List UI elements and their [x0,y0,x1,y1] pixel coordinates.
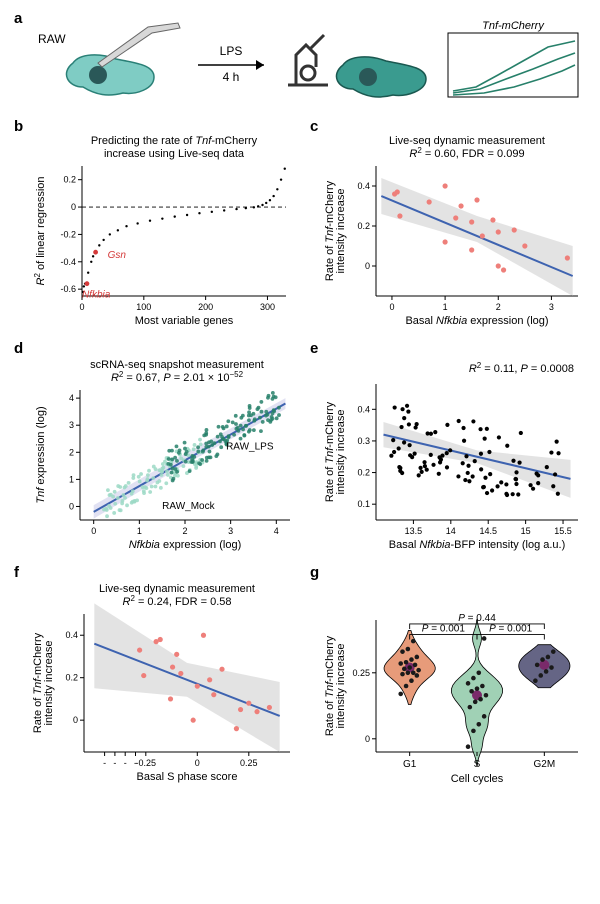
svg-text:R2 = 0.11, P = 0.0008: R2 = 0.11, P = 0.0008 [469,361,574,376]
svg-text:13.5: 13.5 [405,526,423,536]
svg-text:RAW_Mock: RAW_Mock [162,501,215,512]
svg-text:Live-seq dynamic measurement: Live-seq dynamic measurement [99,583,255,595]
panel-label-e: e [310,340,318,357]
panel-label-f: f [14,564,19,581]
svg-text:0.1: 0.1 [357,499,370,509]
svg-text:0: 0 [365,734,370,744]
svg-text:300: 300 [260,302,275,312]
svg-text:0.2: 0.2 [63,175,76,185]
svg-text:Most variable genes: Most variable genes [135,315,234,327]
svg-text:2: 2 [182,526,187,536]
svg-text:Basal Nfkbia expression (log): Basal Nfkbia expression (log) [405,315,548,327]
svg-text:0: 0 [389,302,394,312]
svg-text:-0.6: -0.6 [60,284,76,294]
svg-text:200: 200 [198,302,213,312]
panel-c: Live-seq dynamic measurementR2 = 0.60, F… [322,132,588,332]
svg-text:0.3: 0.3 [357,436,370,446]
svg-text:14: 14 [446,526,456,536]
svg-text:0: 0 [195,758,200,768]
svg-text:0.25: 0.25 [240,758,258,768]
svg-text:G1: G1 [403,759,417,770]
svg-text:4: 4 [69,393,74,403]
svg-text:R2 = 0.60, FDR = 0.099: R2 = 0.60, FDR = 0.099 [409,146,524,161]
svg-text:-: - [134,758,137,768]
panel-a-schematic: RAW LPS 4 h Tnf-mCherry [28,15,588,110]
svg-text:Rate of Tnf-mCherryintensity i: Rate of Tnf-mCherryintensity increase [32,632,55,733]
svg-text:0.4: 0.4 [65,630,78,640]
svg-text:S: S [474,759,481,770]
svg-text:RAW: RAW [38,32,66,46]
panel-g-violin: 0 0.25 Rate of Tnf-mCherryintensity increa… [322,580,588,790]
svg-text:0: 0 [91,526,96,536]
svg-text:0.2: 0.2 [357,468,370,478]
svg-text:-: - [103,758,106,768]
svg-text:Basal Nfkbia-BFP intensity (lo: Basal Nfkbia-BFP intensity (log a.u.) [389,539,566,551]
svg-text:Cell cycles: Cell cycles [451,773,504,785]
svg-text:LPS: LPS [220,44,243,58]
svg-text:1: 1 [137,526,142,536]
svg-text:0.4: 0.4 [357,181,370,191]
svg-text:0: 0 [365,261,370,271]
panel-b-rank: Predicting the rate of Tnf-mCherryincrea… [30,132,300,332]
svg-text:Live-seq dynamic measurement: Live-seq dynamic measurement [389,135,545,147]
svg-text:G2M: G2M [533,759,555,770]
svg-text:1: 1 [443,302,448,312]
svg-text:3: 3 [228,526,233,536]
svg-text:Rate of Tnf-mCherryintensity i: Rate of Tnf-mCherryintensity increase [324,180,347,281]
panel-label-g: g [310,564,319,581]
svg-text:P = 0.001: P = 0.001 [489,624,533,635]
svg-text:-: - [113,758,116,768]
svg-text:Rate of Tnf-mCherryintensity i: Rate of Tnf-mCherryintensity increase [324,401,347,502]
svg-text:4 h: 4 h [223,70,240,84]
svg-text:0: 0 [71,202,76,212]
svg-text:Nfkbia expression (log): Nfkbia expression (log) [129,539,242,551]
svg-text:Tnf expression (log): Tnf expression (log) [35,406,47,503]
panel-label-d: d [14,340,23,357]
svg-text:Predicting the rate of Tnf-mCh: Predicting the rate of Tnf-mCherryincrea… [91,135,258,160]
svg-text:RAW_LPS: RAW_LPS [226,442,274,453]
svg-text:0.2: 0.2 [357,221,370,231]
panel-d: scRNA-seq snapshot measurementR2 = 0.67,… [30,356,300,556]
panel-f: Live-seq dynamic measurementR2 = 0.24, F… [30,580,300,790]
svg-text:1: 1 [69,474,74,484]
svg-text:0: 0 [69,501,74,511]
svg-text:Nfkbia: Nfkbia [82,290,111,301]
svg-text:R2 of linear regression: R2 of linear regression [33,176,48,285]
svg-text:-0.4: -0.4 [60,257,76,267]
svg-text:P = 0.44: P = 0.44 [458,613,496,624]
svg-text:-: - [124,758,127,768]
svg-text:-0.2: -0.2 [60,229,76,239]
svg-text:0: 0 [73,715,78,725]
svg-text:0: 0 [79,302,84,312]
svg-text:100: 100 [136,302,151,312]
svg-text:15.5: 15.5 [554,526,572,536]
svg-text:Tnf-mCherry: Tnf-mCherry [482,20,545,32]
svg-text:0.4: 0.4 [357,404,370,414]
svg-text:15: 15 [521,526,531,536]
svg-text:0.2: 0.2 [65,673,78,683]
svg-text:R2 = 0.67, P = 2.01 × 10−52: R2 = 0.67, P = 2.01 × 10−52 [111,370,244,385]
panel-label-b: b [14,118,23,135]
svg-text:R2 = 0.24, FDR = 0.58: R2 = 0.24, FDR = 0.58 [122,594,231,609]
svg-text:-0.25: -0.25 [136,758,157,768]
panel-label-a: a [14,10,22,27]
svg-text:Basal S phase score: Basal S phase score [137,771,238,783]
svg-text:2: 2 [496,302,501,312]
svg-text:0.25: 0.25 [352,668,370,678]
svg-text:P = 0.001: P = 0.001 [422,624,466,635]
panel-e: R2 = 0.11, P = 0.0008 13.5 14 14.5 15 15.5 0.1… [322,356,588,556]
svg-text:2: 2 [69,447,74,457]
panel-label-c: c [310,118,318,135]
svg-text:Rate of Tnf-mCherryintensity i: Rate of Tnf-mCherryintensity increase [324,635,347,736]
svg-text:4: 4 [274,526,279,536]
svg-text:3: 3 [69,420,74,430]
svg-text:Gsn: Gsn [108,250,127,261]
svg-text:14.5: 14.5 [479,526,497,536]
svg-text:3: 3 [549,302,554,312]
